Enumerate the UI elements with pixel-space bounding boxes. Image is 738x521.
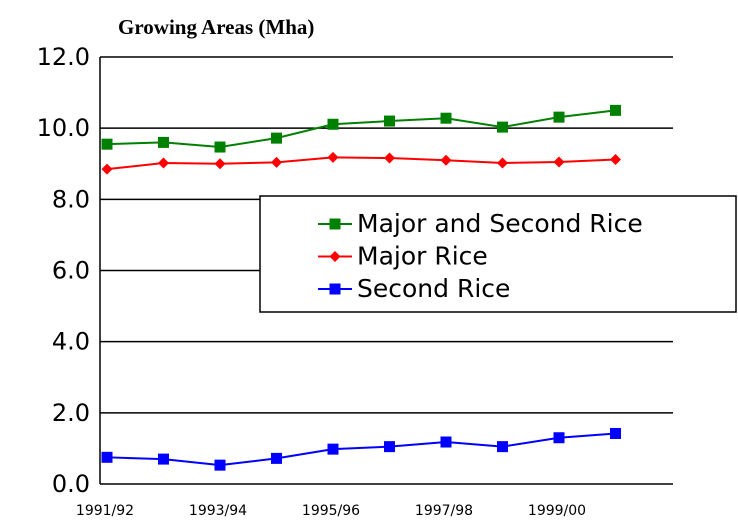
data-point <box>384 152 395 164</box>
y-tick-label: 6.0 <box>52 257 90 285</box>
data-point <box>553 156 565 168</box>
series-line <box>106 156 616 171</box>
x-tick-label: 1993/94 <box>189 503 247 519</box>
series-line <box>106 432 616 467</box>
legend-marker <box>329 251 341 262</box>
y-tick-label: 12.0 <box>37 43 90 71</box>
x-tick-label: 1995/96 <box>302 503 360 519</box>
data-point <box>440 154 452 166</box>
data-point <box>158 453 169 465</box>
legend-marker <box>329 218 341 230</box>
chart-title: Growing Areas (Mha) <box>118 15 314 39</box>
legend-marker <box>329 283 341 295</box>
data-point <box>271 156 282 168</box>
legend-text: Major Rice <box>357 242 488 271</box>
data-point <box>610 153 621 165</box>
data-point <box>384 115 395 127</box>
data-point <box>327 443 339 455</box>
data-point <box>553 111 565 123</box>
data-point <box>497 157 508 169</box>
data-point <box>214 158 226 170</box>
y-tick-label: 2.0 <box>52 399 90 427</box>
data-point <box>497 441 508 453</box>
data-point <box>553 432 565 444</box>
data-point <box>440 112 452 124</box>
data-point <box>158 136 169 148</box>
data-point <box>214 141 226 153</box>
data-point <box>214 459 226 471</box>
data-point <box>327 151 339 163</box>
x-tick-label: 1999/00 <box>528 503 586 519</box>
data-point <box>610 427 621 439</box>
data-point <box>271 132 282 144</box>
data-point <box>440 436 452 448</box>
data-point <box>158 157 169 169</box>
data-point <box>101 451 113 463</box>
legend-text: Major and Second Rice <box>357 209 643 238</box>
data-point <box>497 121 508 133</box>
y-tick-label: 10.0 <box>37 114 90 142</box>
series-line <box>106 109 616 149</box>
data-point <box>101 138 113 150</box>
y-tick-label: 8.0 <box>52 185 90 213</box>
data-point <box>327 118 339 130</box>
data-point <box>101 163 113 175</box>
y-tick-label: 0.0 <box>52 470 90 498</box>
data-point <box>384 441 395 453</box>
x-tick-label: 1997/98 <box>415 503 473 519</box>
legend-text: Second Rice <box>357 274 510 303</box>
data-point <box>271 452 282 464</box>
y-tick-label: 4.0 <box>52 328 90 356</box>
x-tick-label: 1991/92 <box>76 503 134 519</box>
data-point <box>610 104 621 116</box>
